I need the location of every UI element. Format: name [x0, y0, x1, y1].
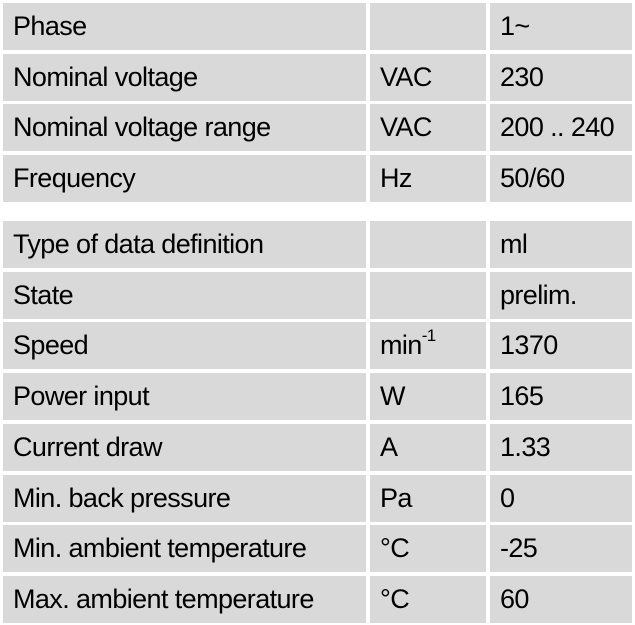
value-text: 50/60	[500, 163, 565, 194]
label-text: Max. ambient temperature	[13, 583, 314, 614]
unit-cell: °C	[370, 525, 486, 573]
unit-cell: A	[370, 423, 486, 471]
label-cell: Type of data definition	[3, 221, 366, 268]
unit-cell: W	[370, 373, 486, 421]
label-cell: Nominal voltage	[3, 53, 366, 101]
value-text: 60	[500, 583, 529, 614]
value-text: 1~	[500, 11, 530, 41]
label-cell: Phase	[3, 3, 366, 50]
label-text: Nominal voltage range	[13, 112, 271, 143]
value-text: 1.33	[500, 431, 551, 462]
unit-text: °C	[380, 583, 410, 614]
value-cell: 200 .. 240	[490, 104, 632, 152]
value-cell: 50/60	[490, 155, 632, 203]
value-cell: 230	[490, 53, 632, 101]
label-text: Phase	[13, 11, 87, 41]
value-cell: ml	[490, 221, 632, 268]
value-cell: -25	[490, 525, 632, 573]
value-cell: 60	[490, 575, 632, 623]
label-text: Power input	[13, 381, 150, 412]
unit-text: A	[380, 431, 398, 462]
label-cell: Nominal voltage range	[3, 104, 366, 152]
unit-cell: Pa	[370, 474, 486, 522]
value-cell: 0	[490, 474, 632, 522]
unit-cell: °C	[370, 575, 486, 623]
label-cell: State	[3, 271, 366, 319]
value-cell: prelim.	[490, 271, 632, 319]
unit-text: W	[380, 381, 405, 412]
value-text: 1370	[500, 330, 558, 361]
label-cell: Max. ambient temperature	[3, 575, 366, 623]
unit-text: min	[380, 330, 422, 361]
label-text: Frequency	[13, 163, 136, 194]
value-cell: 1.33	[490, 423, 632, 471]
unit-cell: VAC	[370, 104, 486, 152]
value-text: 165	[500, 381, 544, 412]
unit-cell: min-1	[370, 322, 486, 370]
unit-text: °C	[380, 533, 410, 564]
value-text: -25	[500, 533, 538, 564]
label-text: Min. back pressure	[13, 482, 231, 513]
unit-cell	[370, 271, 486, 319]
value-cell: 1370	[490, 322, 632, 370]
label-text: Current draw	[13, 431, 162, 462]
unit-text: Pa	[380, 482, 412, 513]
label-text: Type of data definition	[13, 229, 264, 259]
label-cell: Frequency	[3, 155, 366, 203]
value-text: ml	[500, 229, 528, 259]
value-cell: 165	[490, 373, 632, 421]
value-text: 0	[500, 482, 515, 513]
unit-text: Hz	[380, 163, 412, 194]
value-text: 230	[500, 61, 544, 92]
label-cell: Min. back pressure	[3, 474, 366, 522]
label-cell: Speed	[3, 322, 366, 370]
label-cell: Current draw	[3, 423, 366, 471]
unit-cell	[370, 3, 486, 50]
value-text: prelim.	[500, 279, 577, 310]
label-text: Speed	[13, 330, 89, 361]
label-cell: Min. ambient temperature	[3, 525, 366, 573]
label-text: State	[13, 279, 74, 310]
unit-text: VAC	[380, 61, 432, 92]
label-text: Nominal voltage	[13, 61, 198, 92]
value-text: 200 .. 240	[500, 112, 615, 143]
unit-cell	[370, 221, 486, 268]
unit-cell: Hz	[370, 155, 486, 203]
label-text: Min. ambient temperature	[13, 533, 307, 564]
value-cell: 1~	[490, 3, 632, 50]
unit-superscript: -1	[421, 326, 437, 346]
label-cell: Power input	[3, 373, 366, 421]
unit-cell: VAC	[370, 53, 486, 101]
unit-text: VAC	[380, 112, 432, 143]
